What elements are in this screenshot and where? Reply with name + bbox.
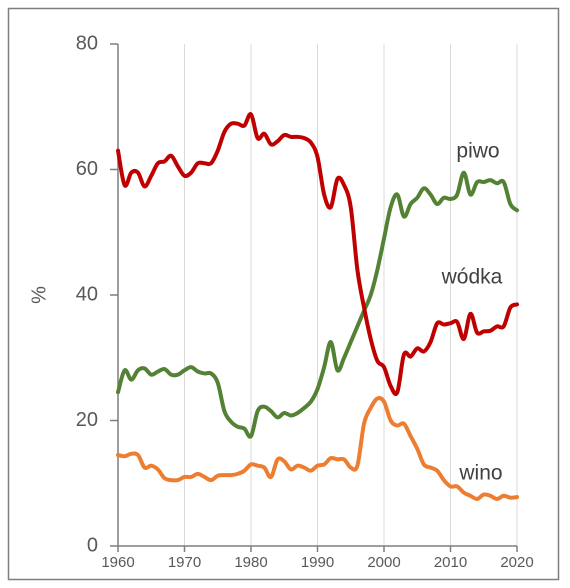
series-label: wino [458,462,502,485]
y-axis-label: % [28,286,50,304]
line [116,396,519,501]
x-tick-label: 2000 [367,554,400,571]
x-tick-label: 1990 [301,554,334,571]
series-label: piwo [456,140,499,163]
line [116,170,519,439]
line [116,112,519,397]
series-label: wódka [441,266,503,289]
y-tick-label: 20 [76,409,98,431]
frame [7,7,560,581]
x-tick-label: 1970 [168,554,201,571]
x-tick-label: 2010 [434,554,467,571]
x-tick-label: 1960 [101,554,134,571]
y-tick-label: 80 [76,32,98,54]
y-tick-label: 60 [76,158,98,180]
x-tick-label: 2020 [500,554,533,571]
y-tick-label: 40 [76,283,98,305]
x-tick-label: 1980 [234,554,267,571]
y-tick-label: 0 [87,534,98,556]
